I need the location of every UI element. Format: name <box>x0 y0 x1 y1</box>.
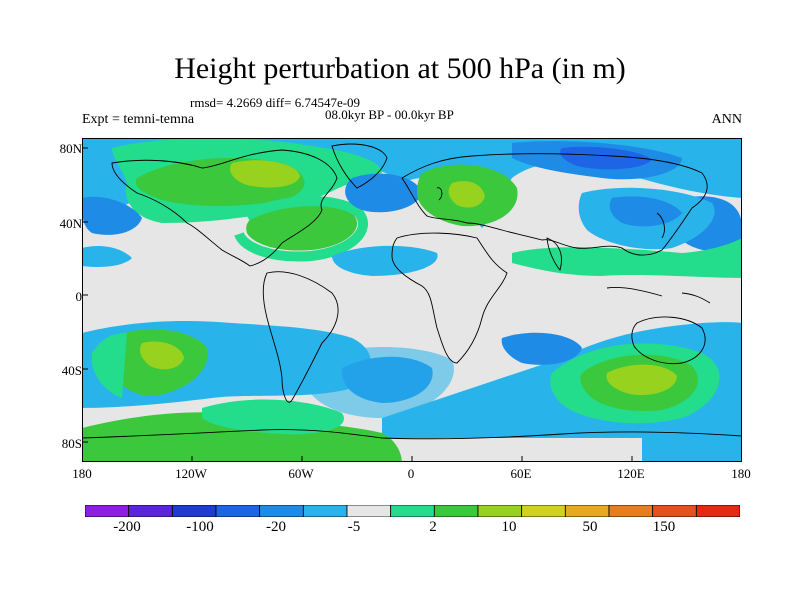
coast-indonesia <box>606 287 711 304</box>
coast-australia <box>631 316 706 365</box>
lat-label-40s: 40S <box>61 363 82 378</box>
colorbar-swatch <box>652 505 697 517</box>
contour-south-pacific-green-outer <box>92 333 127 398</box>
colorbar-label: -20 <box>266 519 286 535</box>
colorbar-label: -100 <box>186 519 214 535</box>
colorbar-swatch <box>171 505 217 517</box>
coast-india <box>546 237 562 271</box>
colorbar-swatch <box>85 505 130 517</box>
contour-southern-ocean-high-core <box>606 364 677 396</box>
colorbar-swatch <box>521 505 566 517</box>
contour-canada-low <box>345 173 422 213</box>
colorbar-swatch <box>215 505 261 517</box>
colorbar-swatch <box>259 505 304 517</box>
contour-south-pacific-high-core <box>140 341 184 370</box>
colorbar-label: -5 <box>347 519 361 535</box>
contour-map <box>82 138 742 462</box>
colorbar-label: 50 <box>582 519 598 535</box>
lon-label-60e: 60E <box>510 466 532 481</box>
contour-central-atlantic-low <box>332 245 438 276</box>
stats-text: rmsd= 4.2669 diff= 6.74547e-09 <box>190 95 361 110</box>
lon-label-120w: 120W <box>175 466 207 481</box>
contour-south-atlantic-low-outer <box>305 346 454 418</box>
colorbar-label: 10 <box>501 519 517 535</box>
contour-antarctic-east-low <box>642 424 742 462</box>
season-label: ANN <box>711 112 742 127</box>
colorbar-label: 150 <box>652 519 676 535</box>
period-text: 08.0kyr BP - 00.0kyr BP <box>325 107 454 122</box>
contour-siberia-low-core <box>560 146 652 170</box>
colorbar-swatch <box>433 505 479 517</box>
lon-label-120e: 120E <box>617 466 645 481</box>
coast-uk <box>436 187 443 201</box>
coast-eurasia <box>401 153 708 256</box>
contour-hawaii-low <box>82 246 132 268</box>
colorbar-swatch <box>128 505 173 517</box>
contour-indian-ocean-low <box>501 332 582 365</box>
colorbar-swatch <box>608 505 654 517</box>
lon-label-180w: 180 <box>72 466 92 481</box>
lon-label-180e: 180 <box>731 466 751 481</box>
coast-africa <box>391 232 508 364</box>
colorbar-swatch <box>302 505 348 517</box>
contour-antarctic-green-light <box>202 399 344 435</box>
colorbar-label: 2 <box>429 519 437 535</box>
figure-title: Height perturbation at 500 hPa (in m) <box>174 52 626 85</box>
experiment-label: Expt = temni-temna <box>82 112 195 127</box>
lat-label-0: 0 <box>75 289 83 304</box>
coastlines <box>82 143 742 440</box>
colorbar-swatch <box>477 505 523 517</box>
lon-label-0: 0 <box>407 466 415 481</box>
lon-label-60w: 60W <box>288 466 314 481</box>
colorbar-label: -200 <box>113 519 141 535</box>
lat-label-40n: 40N <box>59 216 82 231</box>
tick-marks <box>82 147 633 462</box>
contour-europe-high-core <box>448 181 485 208</box>
lat-label-80n: 80N <box>59 141 82 156</box>
contour-north-pacific-low <box>82 196 142 235</box>
coast-greenland <box>331 143 388 189</box>
colorbar-swatch <box>695 505 740 517</box>
contour-mid-atlantic-high-outer <box>234 196 368 262</box>
lat-label-80s: 80S <box>61 436 82 451</box>
contour-east-asia-low-core <box>609 196 682 227</box>
coast-south-america <box>262 271 339 403</box>
coast-japan <box>656 212 665 239</box>
colorbar-swatch <box>390 505 435 517</box>
colorbar <box>85 505 740 517</box>
colorbar-swatch <box>346 505 392 517</box>
contour-north-america-high-core <box>230 160 300 188</box>
colorbar-swatch <box>564 505 610 517</box>
contour-mid-atlantic-high <box>246 204 358 251</box>
coast-north-america <box>111 149 338 267</box>
contour-pacific-green-band <box>512 238 742 278</box>
coast-antarctica <box>82 429 742 440</box>
